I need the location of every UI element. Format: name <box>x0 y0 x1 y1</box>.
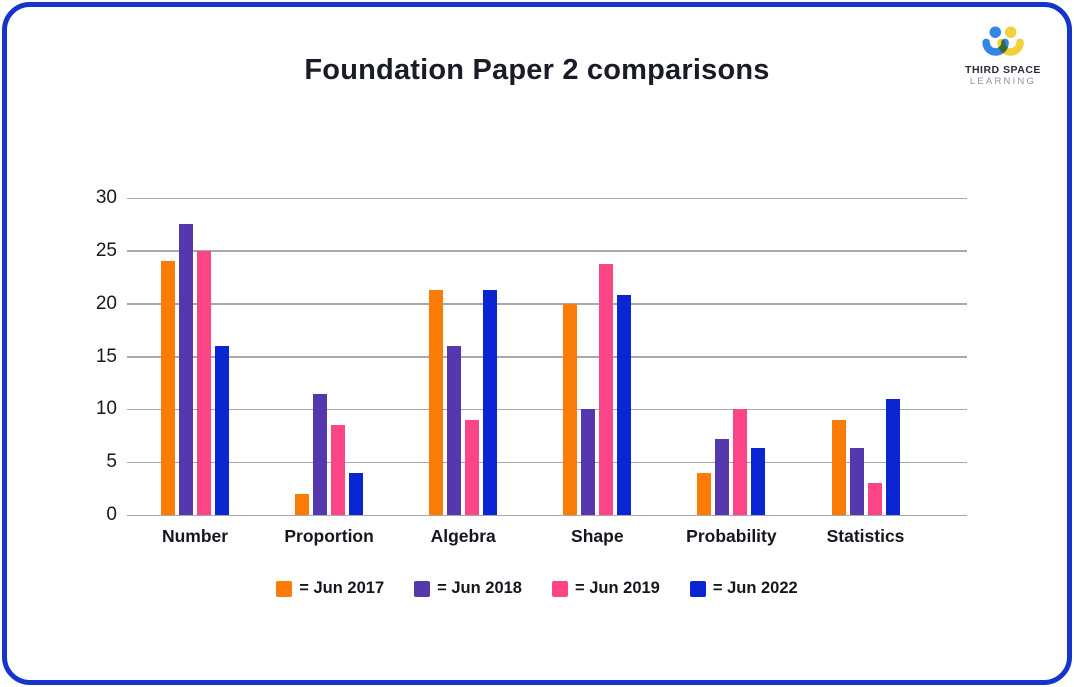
legend-item-jun-2017: = Jun 2017 <box>276 579 384 598</box>
bar-group-algebra <box>429 198 498 515</box>
y-axis-tick-label: 20 <box>95 292 117 314</box>
bar-jun-2017 <box>563 303 578 515</box>
x-axis: Number Proportion Algebra Shape Probability S… <box>127 526 967 554</box>
y-axis-tick-label: 0 <box>106 504 117 525</box>
legend-label: = Jun 2018 <box>437 579 522 597</box>
legend-swatch <box>276 580 293 597</box>
x-axis-category-label: Number <box>161 526 229 546</box>
x-axis-category-label: Algebra <box>430 526 496 546</box>
bar-jun-2019 <box>599 263 614 515</box>
bar-jun-2019 <box>733 409 748 515</box>
y-axis-tick-label: 5 <box>106 451 117 473</box>
gridline <box>127 250 967 252</box>
bar-jun-2018 <box>581 409 596 515</box>
legend-item-jun-2018: = Jun 2018 <box>414 579 522 598</box>
bar-jun-2018 <box>447 345 462 515</box>
bar-group-number <box>161 198 229 515</box>
bar-jun-2022 <box>885 398 900 515</box>
third-space-learning-logo: THIRD SPACE LEARNING <box>957 25 1049 87</box>
bar-jun-2018 <box>179 224 193 515</box>
bar-jun-2018 <box>313 393 328 515</box>
bar-jun-2017 <box>831 419 846 515</box>
legend-label: = Jun 2019 <box>575 579 660 597</box>
chart-title: Foundation Paper 2 comparisons <box>304 54 770 86</box>
bar-jun-2019 <box>331 425 346 515</box>
bar-group-proportion <box>295 198 364 515</box>
bar-jun-2019 <box>197 250 211 515</box>
x-axis-category-label: Proportion <box>284 526 374 546</box>
legend-item-jun-2019: = Jun 2019 <box>552 579 660 598</box>
bar-group-statistics <box>831 198 900 515</box>
two-people-icon <box>982 26 1024 56</box>
plot-area <box>127 197 967 516</box>
bar-jun-2022 <box>215 345 229 515</box>
bar-jun-2017 <box>697 472 712 515</box>
gridline <box>127 303 967 305</box>
bar-jun-2022 <box>751 448 766 515</box>
legend-label: = Jun 2022 <box>712 579 798 597</box>
y-axis-tick-label: 15 <box>95 345 117 367</box>
gridline <box>127 408 967 411</box>
y-axis-tick-label: 10 <box>95 398 117 420</box>
bar-jun-2017 <box>295 493 310 515</box>
bar-jun-2017 <box>429 289 444 515</box>
y-axis-tick-label: 30 <box>95 187 117 208</box>
bar-group-probability <box>697 198 766 515</box>
gridline <box>127 514 967 516</box>
legend-swatch <box>552 580 568 597</box>
bar-jun-2018 <box>849 448 864 515</box>
gridline <box>127 356 967 358</box>
bar-jun-2022 <box>349 472 364 515</box>
bar-jun-2022 <box>483 289 498 515</box>
gridline <box>127 197 967 199</box>
legend-item-jun-2022: = Jun 2022 <box>689 579 798 598</box>
gridline <box>127 461 967 464</box>
x-axis-category-label: Shape <box>571 526 624 546</box>
bar-jun-2019 <box>465 419 480 515</box>
legend-label: = Jun 2017 <box>299 579 385 597</box>
x-axis-category-label: Probability <box>686 526 777 546</box>
x-axis-category-label: Statistics <box>826 526 905 546</box>
bar-jun-2019 <box>867 483 882 515</box>
legend-swatch <box>689 580 706 597</box>
bar-jun-2017 <box>161 261 175 515</box>
y-axis-tick-label: 25 <box>95 239 117 261</box>
logo-text-line1: THIRD SPACE <box>965 64 1041 76</box>
legend: = Jun 2017 = Jun 2018 = Jun 2019 = Jun 2022 <box>7 579 1067 598</box>
bar-jun-2018 <box>715 438 730 515</box>
logo-text-line2: LEARNING <box>969 76 1037 87</box>
bar-jun-2022 <box>617 295 632 515</box>
bar-group-shape <box>563 198 632 515</box>
y-axis: 0 5 10 15 20 25 30 <box>45 187 117 525</box>
legend-swatch <box>414 580 431 597</box>
